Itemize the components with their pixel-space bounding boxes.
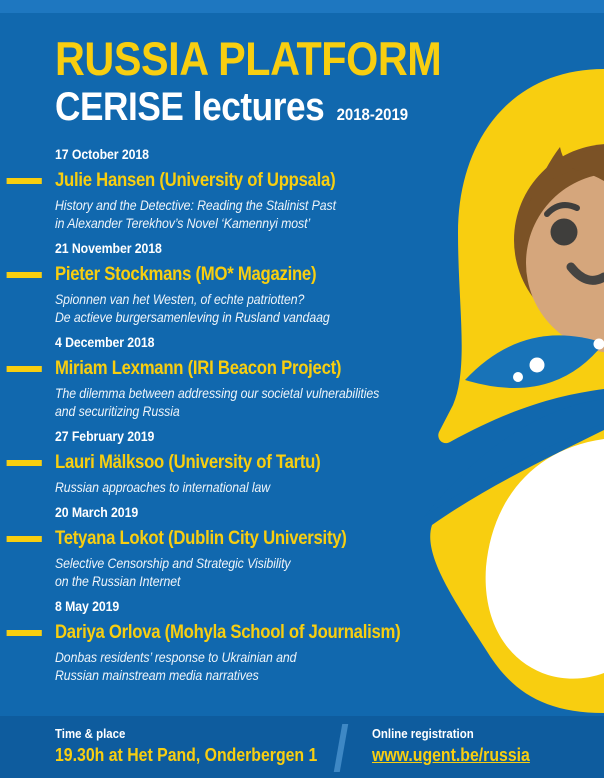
bullet-dash-icon: [6, 535, 42, 542]
bullet-dash-icon: [6, 459, 42, 466]
lecture-speaker-row: Dariya Orlova (Mohyla School of Journali…: [6, 622, 442, 643]
lecture-speaker: Dariya Orlova (Mohyla School of Journali…: [55, 622, 401, 643]
poster-header: RUSSIA PLATFORM CERISE lectures 2018-201…: [55, 32, 494, 130]
lecture-title: Spionnen van het Westen, of echte patrio…: [55, 290, 442, 326]
bullet-dash-icon: [6, 271, 42, 278]
lecture-speaker-row: Miriam Lexmann (IRI Beacon Project): [6, 358, 442, 379]
doll-bow-dot: [529, 357, 545, 373]
lecture-title: The dilemma between addressing our socie…: [55, 384, 442, 420]
lecture-speaker: Pieter Stockmans (MO* Magazine): [55, 264, 317, 285]
doll-hair-peak: [544, 149, 578, 185]
lecture-item: 17 October 2018 Julie Hansen (University…: [6, 146, 442, 232]
lecture-speaker: Tetyana Lokot (Dublin City University): [55, 528, 347, 549]
doll-eye: [550, 218, 578, 246]
lecture-title-line: History and the Detective: Reading the S…: [55, 197, 336, 213]
lecture-title: Donbas residents’ response to Ukrainian …: [55, 648, 442, 684]
lecture-speaker-row: Lauri Mälksoo (University of Tartu): [6, 452, 442, 473]
lecture-title: Selective Censorship and Strategic Visib…: [55, 554, 442, 590]
lecture-list: 17 October 2018 Julie Hansen (University…: [6, 146, 442, 692]
matryoshka-illustration: [424, 69, 604, 713]
poster-subtitle: CERISE lectures: [55, 85, 325, 129]
doll-hairline: [528, 147, 604, 205]
lecture-item: 20 March 2019 Tetyana Lokot (Dublin City…: [6, 504, 442, 590]
lecture-title-line: and securitizing Russia: [55, 403, 180, 419]
lecture-date: 17 October 2018: [55, 146, 149, 162]
bullet-dash-icon: [6, 177, 42, 184]
lecture-date: 4 December 2018: [55, 334, 155, 350]
lecture-title: History and the Detective: Reading the S…: [55, 196, 442, 232]
lecture-title-line: Russian mainstream media narratives: [55, 667, 259, 683]
doll-smile: [566, 262, 604, 285]
registration-link[interactable]: www.ugent.be/russia: [372, 745, 530, 765]
lecture-speaker-row: Pieter Stockmans (MO* Magazine): [6, 264, 442, 285]
doll-face: [526, 173, 604, 353]
doll-bow-dot: [593, 338, 604, 350]
slash-divider-icon: [333, 724, 349, 772]
footer-time-block: Time & place 19.30h at Het Pand, Onderbe…: [55, 726, 317, 766]
footer-registration-block: Online registration www.ugent.be/russia: [372, 726, 530, 766]
bullet-dash-icon: [6, 365, 42, 372]
lecture-speaker: Julie Hansen (University of Uppsala): [55, 170, 336, 191]
top-strip: [0, 0, 604, 13]
bullet-dash-icon: [6, 629, 42, 636]
lecture-speaker-row: Julie Hansen (University of Uppsala): [6, 170, 442, 191]
lecture-speaker: Lauri Mälksoo (University of Tartu): [55, 452, 321, 473]
lecture-item: 8 May 2019 Dariya Orlova (Mohyla School …: [6, 598, 442, 684]
lecture-date: 21 November 2018: [55, 240, 162, 256]
lecture-title-line: The dilemma between addressing our socie…: [55, 385, 380, 401]
lecture-date: 20 March 2019: [55, 504, 139, 520]
doll-bow-dot: [513, 372, 523, 382]
lecture-speaker-row: Tetyana Lokot (Dublin City University): [6, 528, 442, 549]
poster-season: 2018-2019: [336, 105, 409, 124]
lecture-item: 4 December 2018 Miriam Lexmann (IRI Beac…: [6, 334, 442, 420]
lecture-speaker: Miriam Lexmann (IRI Beacon Project): [55, 358, 342, 379]
lecture-title-line: Russian approaches to international law: [55, 479, 271, 495]
lecture-item: 27 February 2019 Lauri Mälksoo (Universi…: [6, 428, 442, 496]
registration-label: Online registration: [372, 726, 474, 741]
lecture-title-line: in Alexander Terekhov’s Novel ‘Kamennyi …: [55, 215, 311, 231]
lecture-title-line: Donbas residents’ response to Ukrainian …: [55, 649, 297, 665]
lecture-title-line: De actieve burgersamenleving in Rusland …: [55, 309, 330, 325]
lecture-date: 8 May 2019: [55, 598, 120, 614]
doll-eyebrow: [544, 202, 580, 217]
doll-apron: [485, 439, 604, 679]
poster-title: RUSSIA PLATFORM: [55, 32, 442, 85]
lecture-title-line: Selective Censorship and Strategic Visib…: [55, 555, 291, 571]
lecture-title: Russian approaches to international law: [55, 478, 442, 496]
lecture-title-line: on the Russian Internet: [55, 573, 181, 589]
footer-bar: Time & place 19.30h at Het Pand, Onderbe…: [0, 716, 604, 778]
doll-scarf-tail: [424, 399, 604, 517]
lecture-date: 27 February 2019: [55, 428, 155, 444]
lecture-item: 21 November 2018 Pieter Stockmans (MO* M…: [6, 240, 442, 326]
time-place-value: 19.30h at Het Pand, Onderbergen 1: [55, 745, 318, 765]
lecture-title-line: Spionnen van het Westen, of echte patrio…: [55, 291, 305, 307]
time-place-label: Time & place: [55, 726, 126, 741]
